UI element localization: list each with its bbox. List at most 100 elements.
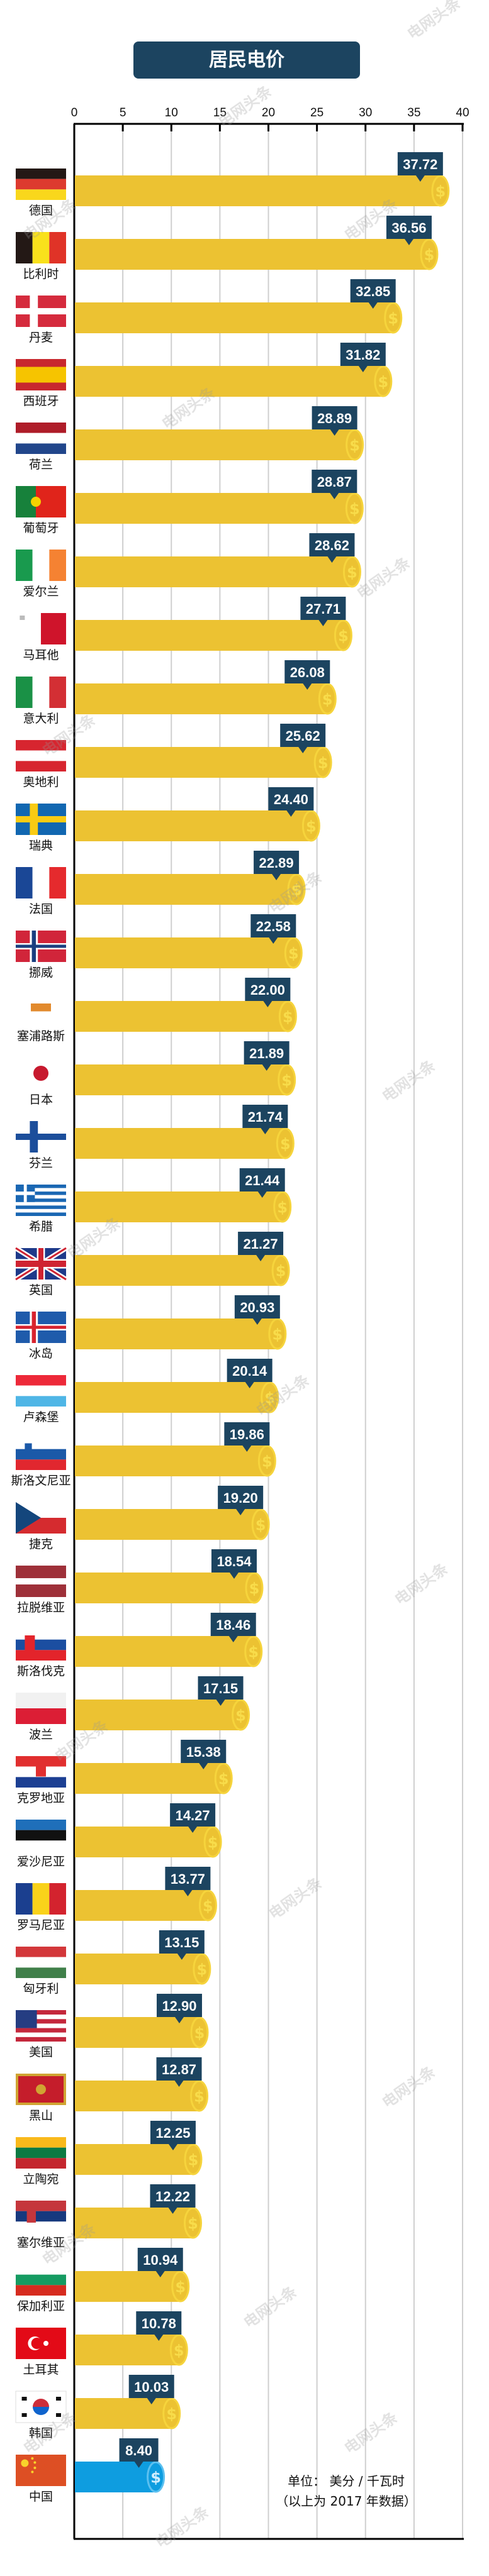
hungary-flag bbox=[16, 1947, 66, 1978]
bar-row: 土耳其 $10.78 bbox=[16, 2311, 188, 2377]
bar bbox=[75, 366, 383, 397]
dollar-coin-icon bbox=[198, 1889, 217, 1921]
dollar-sign: $ bbox=[322, 691, 333, 709]
ireland-flag bbox=[16, 550, 66, 581]
value-label: 18.54 bbox=[216, 1554, 252, 1569]
dollar-sign: $ bbox=[256, 1517, 266, 1534]
finland-flag bbox=[16, 1121, 66, 1153]
value-label: 32.85 bbox=[356, 284, 390, 299]
value-label-box bbox=[218, 1486, 264, 1509]
value-label-pointer bbox=[216, 1700, 225, 1706]
bar-row: 葡萄牙 $28.87 bbox=[16, 470, 364, 535]
value-label-box bbox=[211, 1549, 257, 1573]
bar bbox=[75, 1064, 287, 1095]
portugal-flag bbox=[16, 486, 66, 517]
bar bbox=[75, 2462, 156, 2492]
dollar-sign: $ bbox=[318, 755, 329, 772]
dollar-coin-icon bbox=[374, 365, 393, 397]
value-label-pointer bbox=[272, 874, 281, 880]
value-label: 12.87 bbox=[162, 2062, 196, 2077]
country-label: 韩国 bbox=[29, 2426, 53, 2440]
value-label-box bbox=[268, 787, 314, 810]
bar-row: 匈牙利 $13.15 bbox=[16, 1930, 211, 1996]
slovakia-flag bbox=[16, 1629, 66, 1661]
bar-row: 黑山 $12.87 bbox=[16, 2057, 209, 2123]
france-flag bbox=[16, 867, 66, 898]
bar bbox=[75, 683, 328, 714]
value-label-pointer bbox=[229, 1573, 239, 1579]
dollar-coin-icon bbox=[245, 1572, 264, 1604]
tick-label: 0 bbox=[71, 106, 78, 119]
dollar-coin-icon bbox=[251, 1508, 270, 1540]
dollar-coin-icon bbox=[431, 175, 450, 207]
serbia-flag bbox=[16, 2201, 66, 2232]
value-label-pointer bbox=[318, 620, 328, 626]
bar bbox=[75, 747, 323, 778]
dollar-sign: $ bbox=[175, 2279, 186, 2296]
country-label: 葡萄牙 bbox=[23, 521, 59, 535]
value-label-box bbox=[210, 1613, 256, 1636]
bar bbox=[75, 1001, 288, 1032]
dollar-sign: $ bbox=[208, 1834, 218, 1852]
country-label: 爱沙尼亚 bbox=[17, 1855, 65, 1869]
dollar-coin-icon bbox=[313, 746, 332, 778]
value-label-pointer bbox=[154, 2335, 164, 2341]
country-label: 希腊 bbox=[29, 1220, 53, 1234]
tick-label: 40 bbox=[456, 106, 469, 119]
dollar-coin-icon bbox=[190, 2016, 209, 2048]
country-label: 卢森堡 bbox=[23, 1410, 59, 1424]
dollar-sign: $ bbox=[166, 2406, 177, 2423]
bar bbox=[75, 1191, 283, 1222]
chart-title: 居民电价 bbox=[133, 41, 360, 79]
dollar-coin-icon bbox=[278, 1000, 297, 1032]
value-label-pointer bbox=[147, 2398, 156, 2404]
value-label: 10.78 bbox=[142, 2316, 176, 2331]
bar bbox=[75, 2017, 200, 2048]
value-label: 14.27 bbox=[176, 1808, 210, 1823]
uk-flag bbox=[14, 1246, 68, 1282]
value-label-box bbox=[254, 851, 300, 874]
value-label-box bbox=[165, 1867, 211, 1890]
value-label: 36.56 bbox=[391, 220, 426, 236]
value-label: 31.82 bbox=[346, 347, 380, 363]
country-label: 瑞典 bbox=[29, 839, 53, 853]
value-label-pointer bbox=[358, 366, 368, 372]
country-label: 法国 bbox=[29, 902, 53, 916]
value-label: 24.40 bbox=[274, 792, 308, 807]
value-label: 19.86 bbox=[230, 1427, 264, 1442]
norway-flag bbox=[16, 931, 66, 962]
value-label-box bbox=[156, 1994, 202, 2017]
bar bbox=[75, 175, 441, 206]
luxembourg-flag bbox=[16, 1375, 66, 1407]
bar-row: 保加利亚 $10.94 bbox=[16, 2248, 190, 2313]
value-label-pointer bbox=[242, 1446, 252, 1452]
value-label: 17.15 bbox=[203, 1681, 238, 1696]
sweden-flag bbox=[16, 804, 66, 835]
dollar-coin-icon bbox=[169, 2334, 188, 2366]
value-label-pointer bbox=[262, 1064, 271, 1071]
tick-label: 5 bbox=[120, 106, 126, 119]
value-label: 21.89 bbox=[249, 1046, 284, 1061]
bar-row: 中国 $8.40 bbox=[16, 2438, 166, 2504]
value-label-box bbox=[309, 533, 355, 556]
country-label: 马耳他 bbox=[23, 648, 59, 662]
dollar-sign: $ bbox=[276, 1263, 286, 1280]
bar-row: 斯洛文尼亚 $19.86 bbox=[11, 1422, 276, 1488]
spain-flag bbox=[16, 359, 66, 390]
bar-row: 日本 $21.89 bbox=[16, 1041, 296, 1107]
dollar-sign: $ bbox=[262, 1453, 273, 1471]
dollar-sign: $ bbox=[248, 1644, 259, 1661]
country-label: 日本 bbox=[29, 1093, 53, 1107]
dollar-coin-icon bbox=[261, 1381, 279, 1413]
bar bbox=[75, 1763, 224, 1794]
dollar-sign: $ bbox=[280, 1136, 291, 1153]
value-label-pointer bbox=[330, 429, 339, 436]
dollar-coin-icon bbox=[276, 1127, 295, 1159]
dollar-sign: $ bbox=[291, 882, 302, 899]
bar-row: 希腊 $21.44 bbox=[16, 1168, 292, 1234]
value-label-pointer bbox=[327, 556, 337, 563]
value-label-pointer bbox=[155, 2271, 165, 2277]
value-label-pointer bbox=[263, 1001, 273, 1007]
value-label: 21.74 bbox=[248, 1109, 283, 1125]
